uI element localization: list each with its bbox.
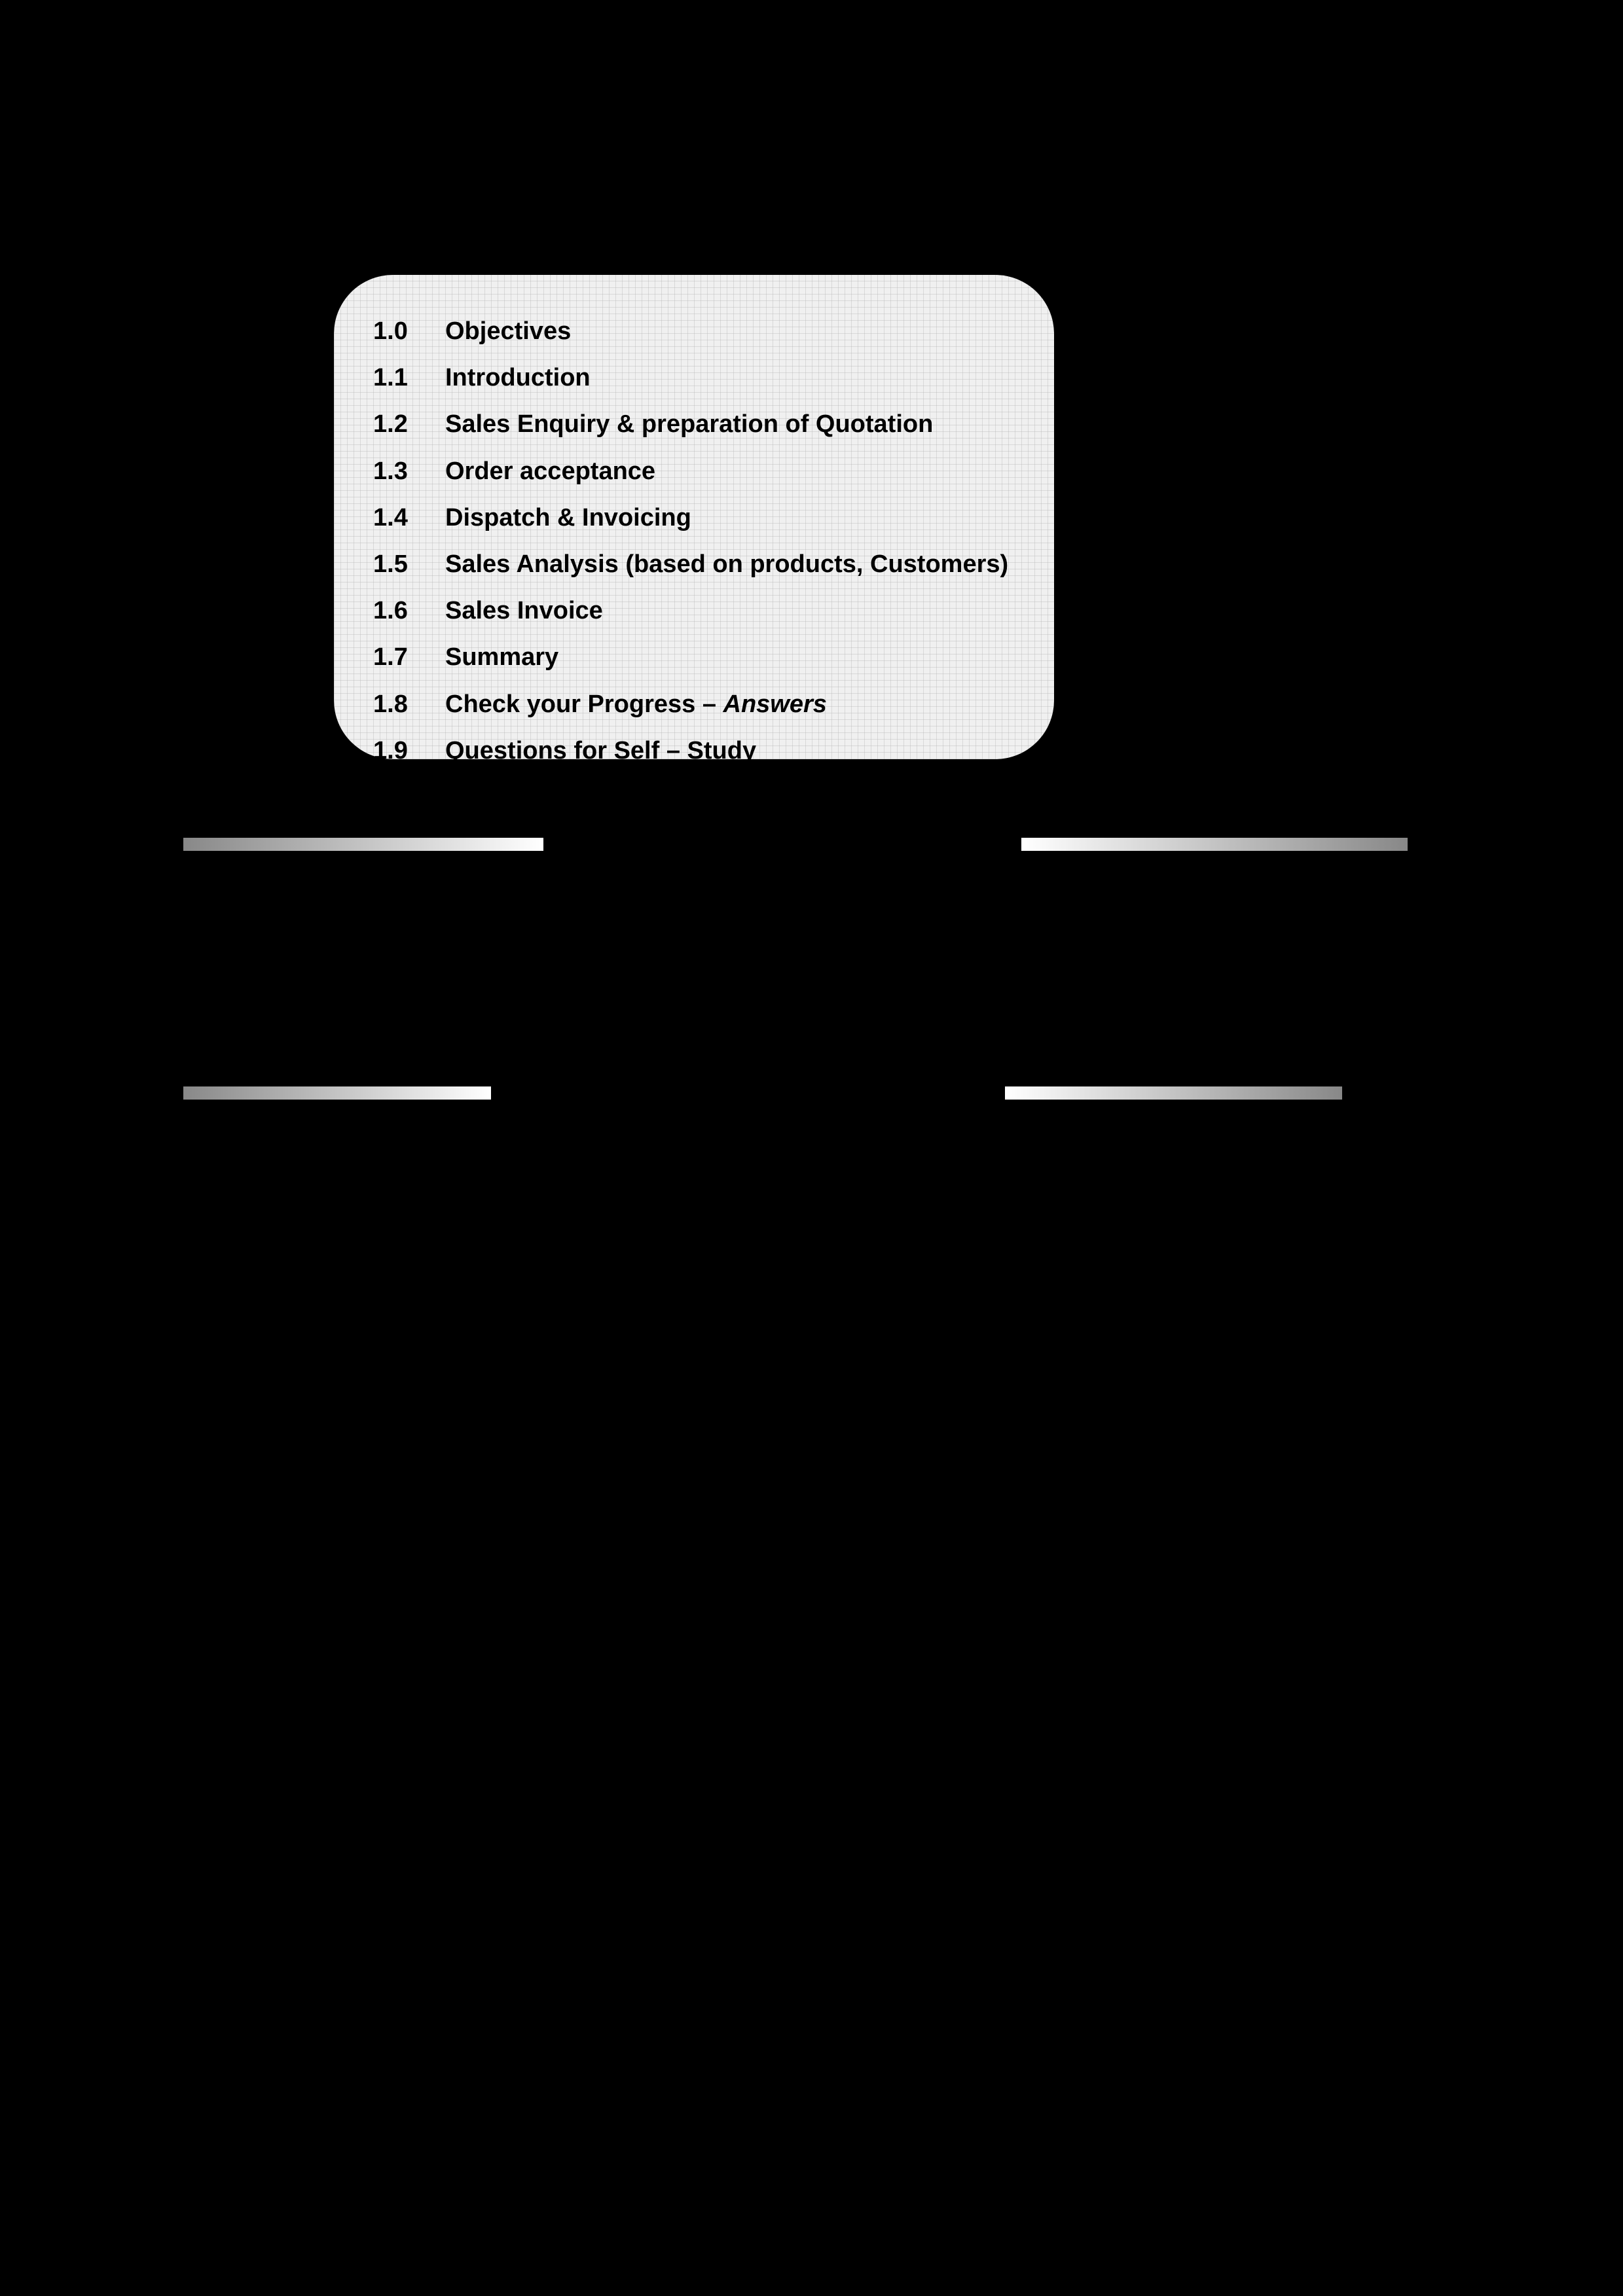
toc-number: 1.9 xyxy=(373,734,445,768)
toc-number: 1.1 xyxy=(373,361,445,395)
toc-item: 1.2 Sales Enquiry & preparation of Quota… xyxy=(373,407,1028,442)
toc-title: Check your Progress – Answers xyxy=(445,687,1028,722)
toc-number: 1.5 xyxy=(373,547,445,582)
toc-number: 1.4 xyxy=(373,501,445,535)
section-divider-1 xyxy=(183,838,1408,851)
toc-item: 1.7 Summary xyxy=(373,640,1028,675)
toc-item: 1.9 Questions for Self – Study xyxy=(373,734,1028,768)
toc-title: Sales Invoice xyxy=(445,594,1028,628)
section-divider-2 xyxy=(183,1086,1342,1100)
toc-item: 1.0 Objectives xyxy=(373,314,1028,349)
toc-title: Sales Enquiry & preparation of Quotation xyxy=(445,407,1028,442)
toc-item: 1.1 Introduction xyxy=(373,361,1028,395)
toc-title: Sales Analysis (based on products, Custo… xyxy=(445,547,1028,582)
toc-item: 1.10 Suggested Readings xyxy=(373,780,1028,815)
gradient-bar-left xyxy=(183,838,543,851)
toc-number: 1.7 xyxy=(373,640,445,675)
toc-title-text: Check your Progress – xyxy=(445,691,723,718)
toc-item: 1.3 Order acceptance xyxy=(373,454,1028,489)
gradient-bar-right xyxy=(1021,838,1408,851)
gradient-bar-right xyxy=(1005,1086,1342,1100)
toc-title: Order acceptance xyxy=(445,454,1028,489)
toc-item: 1.4 Dispatch & Invoicing xyxy=(373,501,1028,535)
toc-item: 1.5 Sales Analysis (based on products, C… xyxy=(373,547,1028,582)
table-of-contents-box: 1.0 Objectives 1.1 Introduction 1.2 Sale… xyxy=(334,275,1054,759)
toc-number: 1.10 xyxy=(373,780,445,815)
toc-number: 1.8 xyxy=(373,687,445,722)
toc-title: Questions for Self – Study xyxy=(445,734,1028,768)
toc-title: Introduction xyxy=(445,361,1028,395)
gradient-bar-left xyxy=(183,1086,491,1100)
toc-number: 1.6 xyxy=(373,594,445,628)
toc-item: 1.6 Sales Invoice xyxy=(373,594,1028,628)
toc-number: 1.2 xyxy=(373,407,445,442)
toc-title: Objectives xyxy=(445,314,1028,349)
toc-title-italic: Answers xyxy=(723,691,827,718)
toc-item: 1.8 Check your Progress – Answers xyxy=(373,687,1028,722)
toc-number: 1.3 xyxy=(373,454,445,489)
toc-number: 1.0 xyxy=(373,314,445,349)
toc-list: 1.0 Objectives 1.1 Introduction 1.2 Sale… xyxy=(373,314,1028,815)
toc-title: Suggested Readings xyxy=(445,780,1028,815)
toc-title: Dispatch & Invoicing xyxy=(445,501,1028,535)
toc-title: Summary xyxy=(445,640,1028,675)
